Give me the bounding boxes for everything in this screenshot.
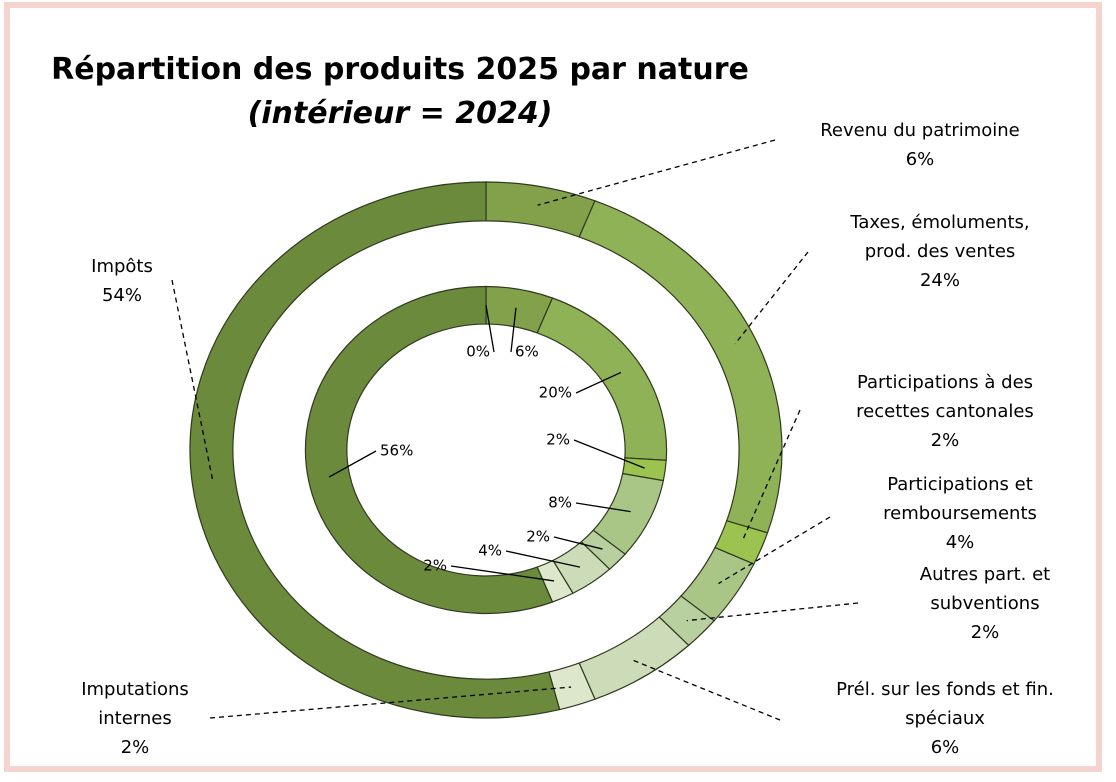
leader-line [510,307,517,353]
outer-label: Participations à des recettes cantonales… [825,368,1065,455]
outer-label: Prél. sur les fonds et fin. spéciaux 6% [800,675,1090,762]
title: Répartition des produits 2025 par nature [51,52,749,87]
value-label: 6% [905,149,935,170]
value-label: 6% [930,737,960,758]
leader-line [171,279,214,482]
slice [578,616,690,700]
leader-line [741,409,801,543]
title-note: (intérieur = 2024) [247,96,553,131]
value-label: 0% [466,343,490,361]
leader-line [537,139,776,206]
value-label: 54% [101,285,142,306]
leader-line [575,371,622,394]
leader-line [450,565,555,582]
outer-label: Revenu du patrimoine 6% [810,116,1030,174]
category-name: Revenu du patrimoine [820,120,1020,141]
value-label: 2% [546,431,570,449]
value-label: 6% [515,343,539,361]
outer-label: Autres part. et subventions 2% [885,560,1085,647]
category-name: Participations à des recettes cantonales [856,372,1034,422]
value-label: 4% [945,532,975,553]
slice [304,285,554,615]
slice [485,181,596,238]
value-label: 2% [423,557,447,575]
leader-line [686,602,859,622]
leader-line [485,305,495,353]
value-label: 56% [380,442,413,460]
category-name: Taxes, émoluments, prod. des ventes [850,212,1030,262]
outer-label: Imputations internes 2% [45,675,225,762]
value-label: 2% [970,622,1000,643]
leader-line [575,502,631,513]
value-label: 4% [478,542,502,560]
leader-line [209,686,572,719]
leader-line [573,439,645,469]
value-label: 8% [548,494,572,512]
leader-line [553,536,603,550]
leader-line [734,251,809,345]
value-label: 2% [120,737,150,758]
outer-label: Participations et remboursements 4% [840,470,1080,557]
category-name: Prél. sur les fonds et fin. spéciaux [836,679,1054,729]
value-label: 20% [539,384,572,402]
value-label: 24% [919,270,960,291]
chart-title: Répartition des produits 2025 par nature… [40,48,760,136]
category-name: Autres part. et subventions [919,564,1051,614]
frame [4,2,1102,772]
leader-line [718,516,831,585]
leader-line [328,450,377,478]
category-name: Impôts [91,256,153,277]
category-name: Imputations internes [81,679,189,729]
value-label: 2% [526,528,550,546]
value-label: 2% [930,430,960,451]
slice [189,181,561,719]
outer-label: Impôts 54% [67,252,177,310]
leader-line [505,550,581,568]
category-name: Participations et remboursements [883,474,1037,524]
outer-label: Taxes, émoluments, prod. des ventes 24% [825,208,1055,295]
